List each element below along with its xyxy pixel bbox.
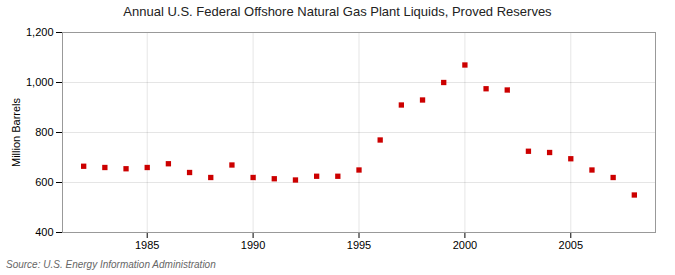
html-text:Source: U.S. Energy Informatio: Source: U.S. Energy Information Administ… (6, 259, 216, 270)
svg-text:Million Barrels: Million Barrels (10, 97, 22, 167)
svg-text:2000: 2000 (453, 239, 477, 251)
svg-text:1995: 1995 (347, 239, 371, 251)
svg-text:2005: 2005 (559, 239, 583, 251)
svg-text:800: 800 (35, 126, 53, 138)
html-text:Annual U.S. Federal Offshore N: Annual U.S. Federal Offshore Natural Gas… (123, 4, 552, 19)
svg-text:600: 600 (35, 176, 53, 188)
svg-text:1990: 1990 (241, 239, 265, 251)
svg-text:400: 400 (35, 226, 53, 238)
svg-text:1,200: 1,200 (26, 26, 54, 38)
svg-text:1,000: 1,000 (26, 76, 54, 88)
svg-text:1985: 1985 (135, 239, 159, 251)
